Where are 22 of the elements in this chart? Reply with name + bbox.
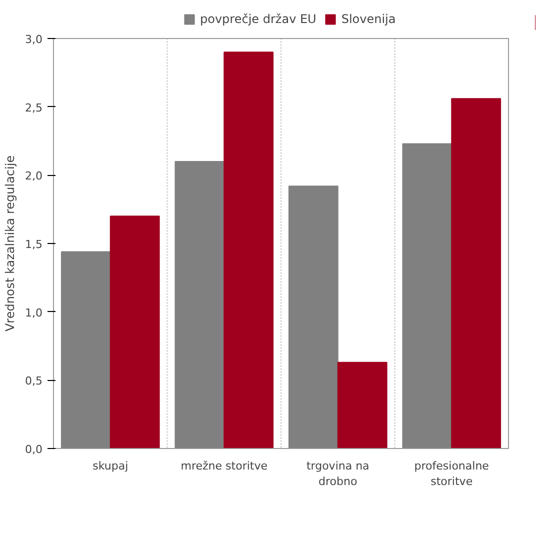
legend-label: povprečje držav EU — [200, 12, 316, 26]
bar — [60, 251, 111, 448]
y-tick-label: 3,0 — [25, 33, 43, 46]
y-tick-label: 0,0 — [25, 443, 43, 456]
x-tick-label: profesionalne storitve — [414, 460, 490, 488]
x-tick-label: mrežne storitve — [180, 460, 268, 472]
x-tick-label: trgovina na drobno — [306, 460, 370, 488]
bar — [174, 161, 225, 448]
bar — [224, 52, 274, 448]
y-tick-label: 0,5 — [25, 374, 43, 388]
bar — [110, 216, 160, 448]
y-axis-title: Vrednost kazalnika regulacije — [3, 155, 18, 332]
bar — [337, 362, 388, 448]
y-tick-label: 1,0 — [25, 306, 43, 320]
legend-label: Slovenija — [341, 12, 396, 26]
y-tick-label: 1,5 — [25, 238, 43, 251]
x-tick-label: skupaj — [92, 460, 128, 472]
bar — [402, 143, 452, 448]
y-tick-label: 2,0 — [25, 170, 43, 183]
bar — [451, 98, 502, 448]
y-tick-label: 2,5 — [25, 101, 43, 114]
bar — [288, 186, 338, 448]
